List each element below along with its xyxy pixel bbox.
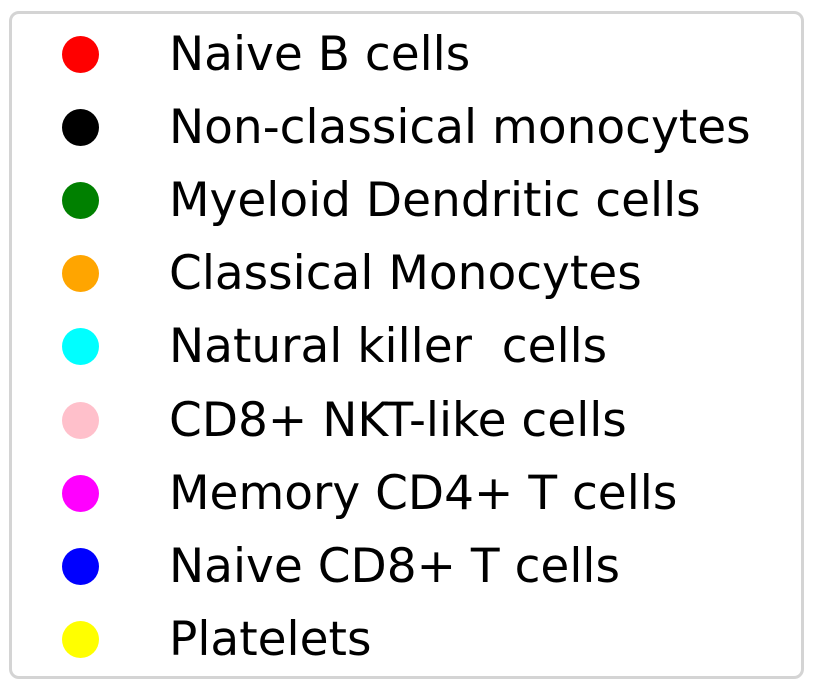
legend-label: CD8+ NKT-like cells — [169, 392, 627, 448]
legend-label: Natural killer cells — [169, 319, 608, 375]
legend-entry: Non-classical monocytes — [12, 98, 802, 158]
legend-entry: Natural killer cells — [12, 317, 802, 377]
legend-label: Non-classical monocytes — [169, 100, 751, 156]
legend-entry: Platelets — [12, 610, 802, 670]
legend-label: Platelets — [169, 611, 372, 667]
legend-marker — [62, 547, 99, 585]
legend-label: Naive CD8+ T cells — [169, 538, 620, 594]
legend-entry: Naive CD8+ T cells — [12, 537, 802, 597]
legend-entry: CD8+ NKT-like cells — [12, 391, 802, 451]
legend-label: Naive B cells — [169, 27, 471, 82]
legend-marker — [62, 620, 99, 658]
legend-entry: Naive B cells — [12, 25, 802, 85]
legend-marker — [62, 255, 99, 293]
legend: Naive B cells Non-classical monocytes Myel… — [9, 11, 804, 679]
legend-marker — [62, 328, 99, 366]
legend-entry: Memory CD4+ T cells — [12, 464, 802, 524]
legend-label: Memory CD4+ T cells — [169, 465, 678, 521]
legend-marker — [62, 474, 99, 512]
legend-marker — [62, 401, 99, 439]
legend-marker — [62, 109, 99, 147]
legend-entry: Classical Monocytes — [12, 244, 802, 304]
legend-marker — [62, 182, 99, 220]
legend-entry: Myeloid Dendritic cells — [12, 171, 802, 231]
legend-label: Classical Monocytes — [169, 246, 642, 302]
legend-marker — [62, 36, 99, 73]
legend-label: Myeloid Dendritic cells — [169, 173, 701, 229]
